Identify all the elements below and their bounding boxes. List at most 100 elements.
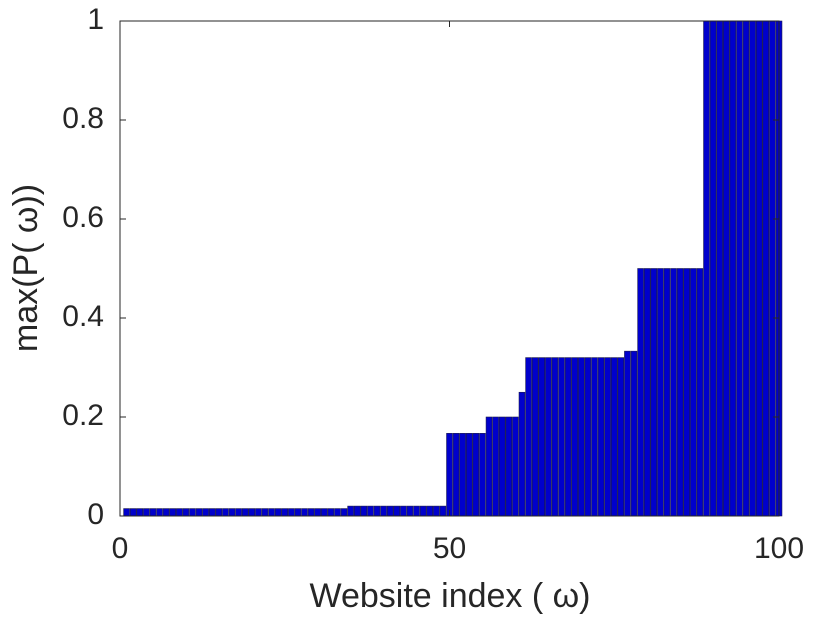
y-tick-label: 0.2 xyxy=(62,399,104,432)
bar xyxy=(485,416,493,517)
bar xyxy=(360,505,368,517)
bar xyxy=(703,20,710,517)
bar xyxy=(248,508,256,517)
bar xyxy=(215,508,223,517)
bar xyxy=(380,505,387,517)
bar xyxy=(518,391,526,517)
bar xyxy=(643,268,651,517)
bar xyxy=(419,505,427,517)
bar xyxy=(195,508,203,517)
bar xyxy=(531,357,539,517)
bar xyxy=(143,508,150,517)
bar xyxy=(235,508,242,517)
bar xyxy=(367,505,374,517)
bar xyxy=(696,268,704,517)
bar xyxy=(578,357,585,517)
bar xyxy=(617,357,625,517)
bar xyxy=(261,508,269,517)
x-tick-label: 0 xyxy=(112,532,129,565)
bar xyxy=(439,505,447,517)
bar xyxy=(222,508,229,517)
bar xyxy=(466,433,473,517)
bar xyxy=(149,508,157,517)
bar xyxy=(241,508,249,517)
bar xyxy=(373,505,381,517)
bar xyxy=(551,357,559,517)
bar xyxy=(683,268,691,517)
bar xyxy=(433,505,440,517)
bar xyxy=(716,20,723,517)
bar xyxy=(321,508,328,517)
bar xyxy=(413,505,420,517)
bar xyxy=(314,508,321,517)
bar xyxy=(202,508,209,517)
bar xyxy=(610,357,618,517)
bar xyxy=(406,505,414,517)
bar xyxy=(301,508,308,517)
bar xyxy=(742,20,750,517)
bar xyxy=(182,508,190,517)
bar xyxy=(472,433,480,517)
bar xyxy=(281,508,289,517)
bar xyxy=(729,20,737,517)
y-tick-label: 0 xyxy=(87,498,104,531)
bar xyxy=(208,508,216,517)
bar xyxy=(736,20,743,517)
bar xyxy=(327,508,335,517)
bar xyxy=(129,508,137,517)
x-axis-label: Website index ( ω) xyxy=(309,577,590,615)
bar xyxy=(657,268,664,517)
bar xyxy=(255,508,262,517)
bar xyxy=(288,508,295,517)
bar xyxy=(670,268,677,517)
bar xyxy=(755,20,763,517)
x-tick-label: 100 xyxy=(754,532,804,565)
bar xyxy=(169,508,176,517)
bar xyxy=(294,508,302,517)
bar xyxy=(189,508,196,517)
bar xyxy=(479,433,486,517)
bar xyxy=(162,508,170,517)
bar xyxy=(650,268,658,517)
bar xyxy=(723,20,730,517)
bar xyxy=(452,433,460,517)
bar xyxy=(492,416,499,517)
bar xyxy=(663,268,671,517)
bar xyxy=(769,20,776,517)
y-tick-label: 0.6 xyxy=(62,201,104,234)
bar xyxy=(334,508,341,517)
bar xyxy=(340,508,348,517)
bar xyxy=(624,350,631,517)
bar xyxy=(176,508,183,517)
bar xyxy=(538,357,546,517)
bar xyxy=(597,357,605,517)
bar xyxy=(393,505,401,517)
bar xyxy=(123,508,130,517)
bar xyxy=(446,433,453,517)
bar xyxy=(228,508,236,517)
bar xyxy=(459,433,466,517)
bar xyxy=(571,357,578,517)
bar xyxy=(156,508,163,517)
bar xyxy=(584,357,592,517)
x-tick-label: 50 xyxy=(433,532,466,565)
bar xyxy=(347,505,354,517)
bar xyxy=(545,357,552,517)
bar xyxy=(307,508,315,517)
bar xyxy=(676,268,684,517)
bar xyxy=(690,268,697,517)
bar xyxy=(353,505,361,517)
bar xyxy=(558,357,565,517)
bar xyxy=(274,508,282,517)
bar xyxy=(386,505,394,517)
bar xyxy=(591,357,598,517)
bar xyxy=(512,416,519,517)
bar xyxy=(709,20,717,517)
y-tick-label: 0.8 xyxy=(62,102,104,135)
bar xyxy=(505,416,513,517)
bar xyxy=(749,20,756,517)
bar xyxy=(498,416,506,517)
bar xyxy=(762,20,770,517)
